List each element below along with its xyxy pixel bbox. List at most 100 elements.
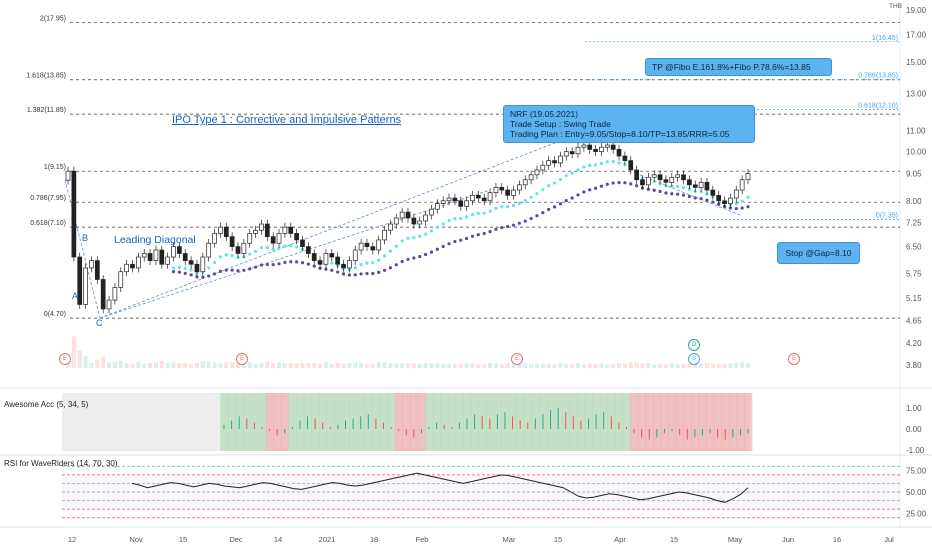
ema-slow-dot xyxy=(429,250,434,254)
candle-down xyxy=(270,236,276,244)
diagonal-upper-trendline xyxy=(99,142,556,319)
ema-fast-dot xyxy=(265,246,269,250)
price-tick-label: 4.65 xyxy=(906,316,922,325)
ema-slow-dot xyxy=(189,273,193,277)
ema-slow-dot xyxy=(435,247,439,251)
ema-slow-dot xyxy=(746,205,750,209)
candle-down xyxy=(552,160,557,164)
ema-fast-dot xyxy=(687,187,691,191)
candle-up xyxy=(399,211,405,219)
ema-slow-dot xyxy=(529,216,533,221)
ema-slow-dot xyxy=(699,197,703,201)
candle-up xyxy=(487,192,493,202)
volume-bar xyxy=(710,363,715,368)
earnings-badge[interactable]: E xyxy=(236,353,248,365)
plan-title: NRF (19.05.2021) xyxy=(510,109,579,119)
ema-slow-dot xyxy=(658,189,662,194)
ema-fast-dot xyxy=(582,165,586,169)
ema-slow-dot xyxy=(447,242,451,246)
volume-bar xyxy=(224,362,229,368)
ema-fast-dot xyxy=(406,236,410,240)
volume-bar xyxy=(364,364,369,368)
price-tick-label: 15.00 xyxy=(906,58,927,67)
volume-bar xyxy=(230,362,235,368)
ao-zone xyxy=(425,393,434,451)
candle-down xyxy=(704,181,710,191)
price-tick-label: 6.50 xyxy=(906,243,922,252)
ao-zone xyxy=(706,393,715,451)
ao-zone xyxy=(280,393,290,451)
ema-fast-dot xyxy=(377,258,381,262)
price-tick-label: 7.25 xyxy=(906,219,922,228)
ao-axis: 1.00 0.00 -1.00 xyxy=(906,404,925,455)
volume-bar xyxy=(323,362,328,368)
ema-fast-dot xyxy=(230,253,234,258)
earnings-badge[interactable]: E xyxy=(59,353,71,365)
volume-bar xyxy=(335,363,340,368)
dividend-badge[interactable]: D xyxy=(688,339,700,351)
volume-bar xyxy=(734,362,739,368)
ema-fast-dot xyxy=(394,244,398,248)
candle-up xyxy=(540,164,546,171)
price-tick-label: 9.05 xyxy=(906,170,922,179)
volume-bar xyxy=(112,361,117,368)
candle-down xyxy=(657,174,663,181)
candle-up xyxy=(417,220,423,225)
ema-slow-dot xyxy=(382,268,387,272)
ema-slow-dot xyxy=(289,260,293,264)
ao-zone xyxy=(660,393,669,451)
ao-zone xyxy=(523,393,533,451)
ema-slow-dot xyxy=(582,190,586,194)
volume-bar xyxy=(294,363,299,368)
ema-fast-dot xyxy=(681,185,686,190)
time-tick-label: 15 xyxy=(670,535,678,544)
volume-bar xyxy=(540,363,545,368)
candle-up xyxy=(241,242,247,254)
earnings-badge[interactable]: E xyxy=(511,353,523,365)
ao-zone xyxy=(448,393,457,451)
trading-plan-callout[interactable]: NRF (19.05.2021) Trade Setup : Swing Tra… xyxy=(503,105,755,143)
volume-bar xyxy=(628,362,633,368)
rsi-indicator-label[interactable]: RSI for WaveRiders (14, 70, 30) xyxy=(4,459,118,468)
split-badge[interactable]: S xyxy=(688,353,700,365)
ema-fast-dot xyxy=(435,225,439,229)
volume-bar xyxy=(376,362,381,368)
fib-level-label: 1.382(11.85) xyxy=(27,107,66,114)
rsi-tick-label: 25.00 xyxy=(906,509,927,518)
ema-fast-dot xyxy=(423,232,428,236)
candle-up xyxy=(563,151,569,157)
volume-bar xyxy=(681,363,686,368)
candle-up xyxy=(429,208,434,216)
pullback-trendline xyxy=(639,174,741,216)
ema-fast-dot xyxy=(558,177,563,182)
ema-slow-dot xyxy=(207,274,211,278)
ao-zone xyxy=(326,393,335,451)
ema-slow-dot xyxy=(564,198,568,203)
volume-bar xyxy=(417,364,422,368)
ema-slow-dot xyxy=(617,181,621,185)
tp-callout[interactable]: TP @Fibo E.161.8%+Fibo P.78.6%=13.85 xyxy=(645,58,832,76)
volume-bar xyxy=(107,362,112,368)
volume-bar xyxy=(622,363,627,368)
candle-up xyxy=(534,169,540,176)
price-tick-label: 3.80 xyxy=(906,361,922,370)
earnings-badge[interactable]: E xyxy=(788,353,800,365)
volume-bar xyxy=(587,363,592,368)
volume-bar xyxy=(130,363,135,368)
ao-indicator-label[interactable]: Awesome Acc (5, 34, 5) xyxy=(4,400,89,409)
chart-title: IPO Type 1 : Corrective and Impulsive Pa… xyxy=(172,114,402,126)
candle-up xyxy=(171,246,176,258)
ema-fast-dot xyxy=(418,234,422,239)
stop-callout[interactable]: Stop @Gap=8.10 xyxy=(777,242,860,264)
ema-slow-dot xyxy=(570,196,574,200)
candle-up xyxy=(259,223,264,231)
ao-zone xyxy=(432,393,441,451)
fib-ext-label: 1(16.45) xyxy=(872,35,898,42)
ema-slow-dot xyxy=(728,206,733,210)
ema-slow-dot xyxy=(459,238,463,242)
ema-slow-dot xyxy=(547,207,551,212)
volume-bar xyxy=(212,362,217,368)
rsi-tick-label: 75.00 xyxy=(906,467,927,476)
candle-up xyxy=(739,179,745,191)
ao-zone xyxy=(417,393,426,451)
